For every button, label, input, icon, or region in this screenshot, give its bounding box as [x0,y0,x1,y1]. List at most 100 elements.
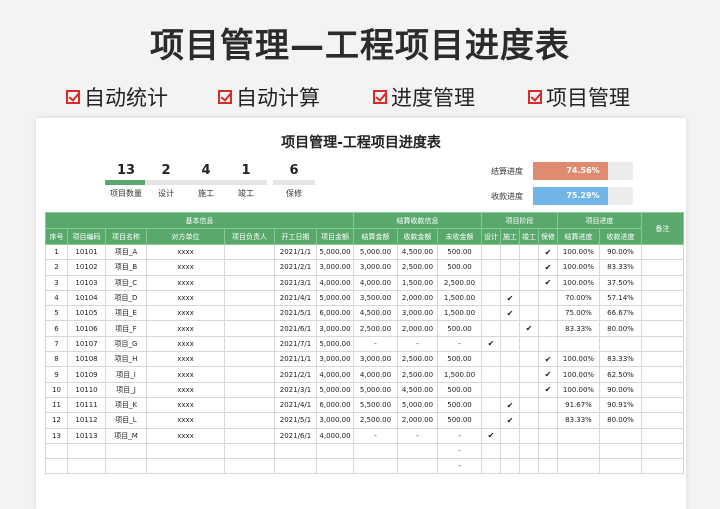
table-cell[interactable]: 2021/3/1 [274,381,317,398]
table-cell[interactable]: 2021/4/1 [274,289,317,307]
stage-check-cell[interactable]: ✔ [481,335,501,353]
table-cell[interactable]: 90.91% [599,396,642,414]
column-header[interactable]: 收款进度 [599,228,642,245]
table-cell[interactable]: 2021/3/1 [274,274,317,291]
stage-check-cell[interactable]: ✔ [538,259,558,276]
table-cell[interactable]: 13 [45,427,68,444]
stage-check-cell[interactable] [500,442,520,460]
stage-check-cell[interactable] [519,289,539,307]
table-cell[interactable] [599,442,642,460]
table-cell[interactable]: 项目_B [105,259,147,276]
table-cell[interactable]: 4,000.00 [353,274,398,291]
table-cell[interactable]: 500.00 [437,243,482,261]
table-cell[interactable]: 5 [45,305,68,322]
table-cell[interactable] [397,442,438,460]
table-cell[interactable]: 6 [45,320,68,337]
table-cell[interactable] [557,335,600,353]
stage-check-cell[interactable] [538,442,558,460]
table-cell[interactable]: 500.00 [437,381,482,398]
table-cell[interactable]: 2021/6/1 [274,427,317,444]
table-cell[interactable]: xxxx [146,412,225,429]
table-cell[interactable]: xxxx [146,396,225,414]
table-cell[interactable]: 项目_H [105,351,147,368]
table-cell[interactable]: xxxx [146,320,225,337]
stage-check-cell[interactable]: ✔ [538,366,558,383]
stage-check-cell[interactable] [500,259,520,276]
table-row[interactable]: 11 10111 项目_K xxxx 2021/4/1 6,000.00 5,500.00 5… [45,396,684,414]
stage-check-cell[interactable] [500,427,520,444]
table-cell[interactable]: xxxx [146,274,225,291]
table-cell[interactable]: 10104 [67,289,106,307]
table-cell[interactable]: 83.33% [599,259,642,276]
table-cell[interactable] [224,274,275,291]
column-header[interactable]: 项目金额 [316,228,354,245]
table-cell[interactable]: 80.00% [599,320,642,337]
table-cell[interactable]: 500.00 [437,259,482,276]
column-header[interactable]: 项目名称 [105,228,147,245]
stage-check-cell[interactable] [500,335,520,353]
table-cell[interactable]: 3,000.00 [353,351,398,368]
stage-check-cell[interactable] [519,458,539,475]
table-cell[interactable]: - [437,335,482,353]
stage-check-cell[interactable]: ✔ [500,412,520,429]
table-cell[interactable] [105,458,147,475]
table-cell[interactable]: 90.00% [599,243,642,261]
stage-check-cell[interactable] [519,274,539,291]
column-header[interactable]: 结算金额 [353,228,398,245]
table-cell[interactable]: 90.00% [599,381,642,398]
table-cell[interactable]: 2021/1/1 [274,351,317,368]
table-cell[interactable]: 5,000.00 [397,396,438,414]
stage-check-cell[interactable]: ✔ [519,320,539,337]
table-cell[interactable]: 100.00% [557,259,600,276]
table-cell[interactable]: xxxx [146,366,225,383]
table-cell[interactable]: 2,000.00 [397,320,438,337]
table-cell[interactable]: 2,500.00 [397,366,438,383]
table-cell[interactable]: xxxx [146,305,225,322]
table-cell[interactable]: - [397,335,438,353]
table-cell[interactable] [641,366,684,383]
table-cell[interactable] [641,243,684,261]
column-header[interactable]: 未收金额 [437,228,482,245]
table-cell[interactable]: 3,000.00 [316,351,354,368]
table-cell[interactable]: 2021/7/1 [274,335,317,353]
table-cell[interactable]: 4,500.00 [397,243,438,261]
table-cell[interactable]: 项目_M [105,427,147,444]
column-header[interactable]: 施工 [500,228,520,245]
table-cell[interactable] [641,289,684,307]
table-cell[interactable]: 项目_C [105,274,147,291]
stage-check-cell[interactable] [538,412,558,429]
stage-check-cell[interactable] [481,381,501,398]
stage-check-cell[interactable] [500,351,520,368]
table-cell[interactable]: 3 [45,274,68,291]
table-cell[interactable]: xxxx [146,335,225,353]
table-cell[interactable]: 4,500.00 [353,305,398,322]
table-cell[interactable]: xxxx [146,351,225,368]
table-cell[interactable]: 10105 [67,305,106,322]
stage-check-cell[interactable] [481,351,501,368]
stage-check-cell[interactable]: ✔ [538,381,558,398]
stage-check-cell[interactable] [481,243,501,261]
table-cell[interactable]: 2021/4/1 [274,396,317,414]
table-cell[interactable] [316,442,354,460]
table-cell[interactable]: 8 [45,351,68,368]
table-cell[interactable] [641,259,684,276]
table-cell[interactable]: 4 [45,289,68,307]
stage-check-cell[interactable]: ✔ [500,396,520,414]
table-row[interactable]: - [45,442,684,460]
stage-check-cell[interactable] [500,458,520,475]
table-row[interactable]: 7 10107 项目_G xxxx 2021/7/1 5,000.00- - - ✔ [45,335,684,353]
stage-check-cell[interactable] [500,381,520,398]
table-cell[interactable]: 项目_J [105,381,147,398]
table-cell[interactable] [224,305,275,322]
table-cell[interactable]: 10111 [67,396,106,414]
table-cell[interactable] [274,458,317,475]
stage-check-cell[interactable] [481,289,501,307]
column-header[interactable]: 收款金额 [397,228,438,245]
table-cell[interactable]: 2,500.00 [437,274,482,291]
table-cell[interactable]: 10110 [67,381,106,398]
table-cell[interactable] [641,305,684,322]
table-cell[interactable]: 2021/2/1 [274,366,317,383]
table-cell[interactable]: 10 [45,381,68,398]
table-cell[interactable]: 10106 [67,320,106,337]
stage-check-cell[interactable]: ✔ [481,427,501,444]
